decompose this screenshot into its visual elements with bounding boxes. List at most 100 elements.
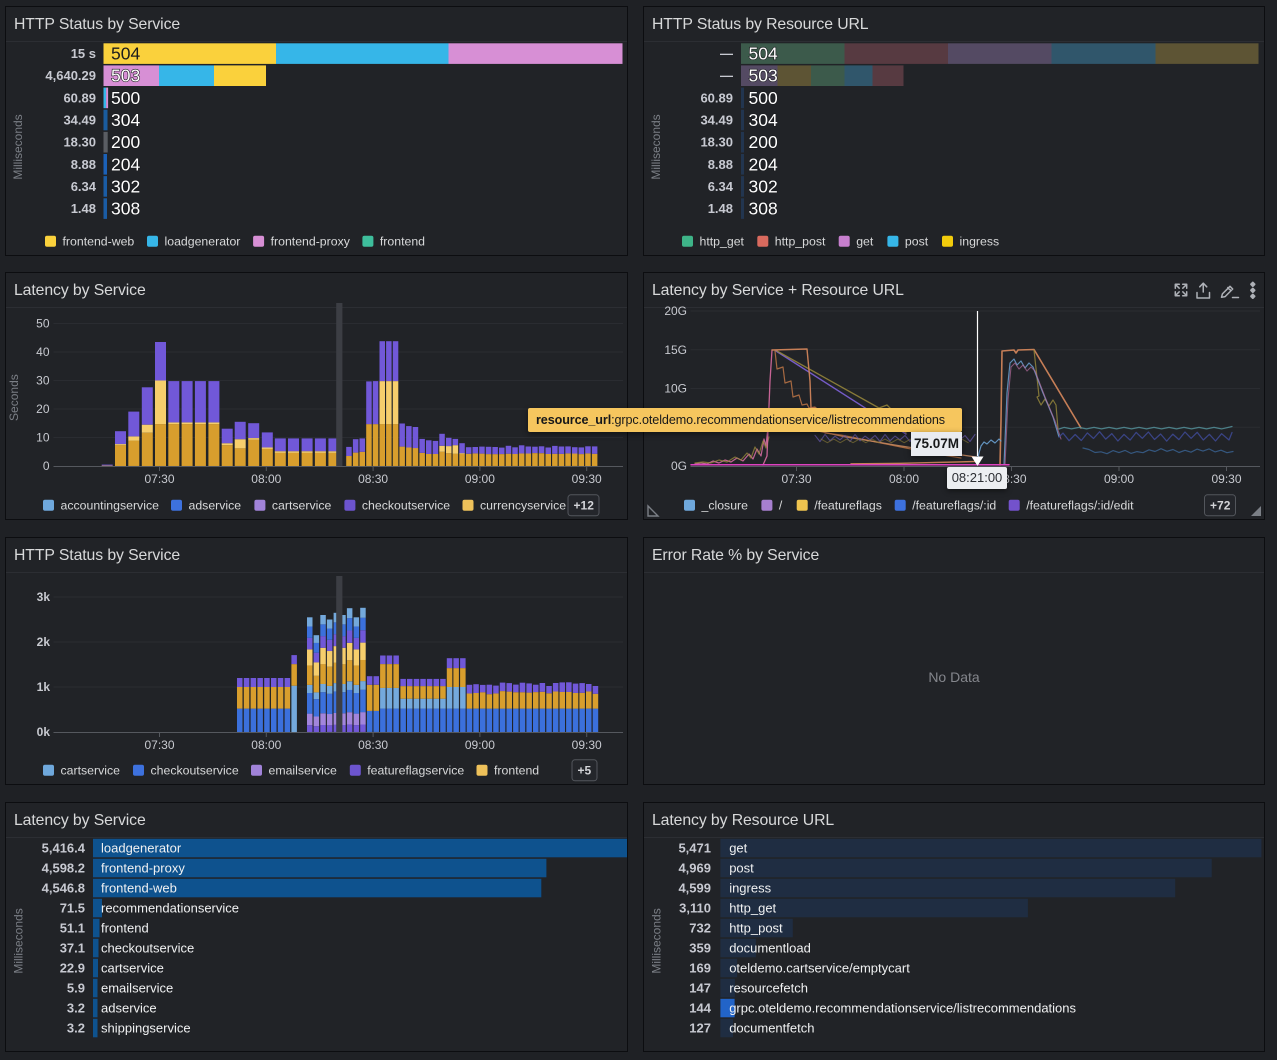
svg-text:50: 50 xyxy=(36,317,50,331)
svg-text:5,416.4: 5,416.4 xyxy=(42,841,86,856)
svg-text:frontend-web: frontend-web xyxy=(101,881,177,896)
svg-text:302: 302 xyxy=(749,176,778,196)
svg-text:10G: 10G xyxy=(664,382,687,396)
svg-text:304: 304 xyxy=(749,110,778,130)
svg-text:504: 504 xyxy=(749,44,778,64)
svg-text:6.34: 6.34 xyxy=(708,179,734,194)
svg-text:2k: 2k xyxy=(37,635,51,649)
svg-text:grpc.oteldemo.recommendationse: grpc.oteldemo.recommendationservice/list… xyxy=(729,1001,1076,1016)
svg-text:/featureflags/:id: /featureflags/:id xyxy=(912,499,996,513)
svg-text:503: 503 xyxy=(111,66,140,86)
svg-text:71.5: 71.5 xyxy=(60,901,85,916)
svg-text:/: / xyxy=(779,499,783,513)
svg-text:resourcefetch: resourcefetch xyxy=(729,981,808,996)
svg-text:308: 308 xyxy=(749,199,778,219)
svg-text:_closure: _closure xyxy=(701,499,749,513)
svg-text:200: 200 xyxy=(111,132,140,152)
svg-text:8.88: 8.88 xyxy=(71,157,96,172)
svg-text:frontend-proxy: frontend-proxy xyxy=(271,234,351,248)
svg-text:204: 204 xyxy=(749,154,778,174)
svg-text:get: get xyxy=(729,841,747,856)
svg-text:6.34: 6.34 xyxy=(71,179,97,194)
svg-text:18.30: 18.30 xyxy=(700,135,733,150)
svg-text:Milliseconds: Milliseconds xyxy=(11,908,25,973)
svg-text:featureflagservice: featureflagservice xyxy=(367,764,464,778)
svg-text:09:00: 09:00 xyxy=(465,738,495,752)
svg-text:checkoutservice: checkoutservice xyxy=(101,941,194,956)
svg-text:frontend: frontend xyxy=(380,234,425,248)
svg-text:07:30: 07:30 xyxy=(144,738,174,752)
svg-text:169: 169 xyxy=(689,961,711,976)
svg-text:—: — xyxy=(720,46,733,61)
svg-text:cartservice: cartservice xyxy=(272,499,332,513)
svg-text:loadgenerator: loadgenerator xyxy=(101,841,182,856)
svg-text:3,110: 3,110 xyxy=(679,901,711,916)
svg-text:08:30: 08:30 xyxy=(358,472,388,486)
svg-text:4,640.29: 4,640.29 xyxy=(45,68,96,83)
svg-text:500: 500 xyxy=(111,88,140,108)
svg-text:302: 302 xyxy=(111,176,140,196)
svg-text:recommendationservice: recommendationservice xyxy=(101,901,239,916)
svg-text:post: post xyxy=(905,234,929,248)
svg-text:frontend-proxy: frontend-proxy xyxy=(101,861,185,876)
svg-text:07:30: 07:30 xyxy=(781,472,811,486)
svg-text:4,598.2: 4,598.2 xyxy=(42,861,85,876)
svg-text:oteldemo.cartservice/emptycart: oteldemo.cartservice/emptycart xyxy=(729,961,910,976)
svg-text:504: 504 xyxy=(111,44,140,64)
svg-text:51.1: 51.1 xyxy=(60,921,85,936)
svg-text:currencyservice: currencyservice xyxy=(480,499,566,513)
svg-text:http_get: http_get xyxy=(700,234,745,248)
svg-text:4,599: 4,599 xyxy=(678,881,711,896)
svg-text:60.89: 60.89 xyxy=(63,90,96,105)
svg-text:15G: 15G xyxy=(664,343,687,357)
svg-text:08:00: 08:00 xyxy=(251,472,281,486)
svg-text:20: 20 xyxy=(36,402,50,416)
svg-text:09:00: 09:00 xyxy=(1104,472,1134,486)
svg-text:147: 147 xyxy=(689,981,711,996)
svg-text:emailservice: emailservice xyxy=(269,764,337,778)
svg-text:adservice: adservice xyxy=(101,1001,157,1016)
svg-text:07:30: 07:30 xyxy=(144,472,174,486)
svg-text:documentfetch: documentfetch xyxy=(729,1021,814,1036)
svg-text:adservice: adservice xyxy=(189,499,242,513)
svg-text:10: 10 xyxy=(36,431,50,445)
svg-text:20G: 20G xyxy=(664,304,687,318)
svg-text:5.9: 5.9 xyxy=(67,981,85,996)
svg-text:Milliseconds: Milliseconds xyxy=(11,114,25,179)
svg-text:0: 0 xyxy=(43,459,50,473)
svg-text:http_get: http_get xyxy=(729,901,776,916)
svg-text:503: 503 xyxy=(749,66,778,86)
svg-text:cartservice: cartservice xyxy=(61,764,121,778)
svg-text:08:00: 08:00 xyxy=(889,472,919,486)
svg-text:+12: +12 xyxy=(574,499,595,513)
svg-text:1k: 1k xyxy=(37,680,51,694)
svg-text:34.49: 34.49 xyxy=(700,113,733,128)
svg-text:ingress: ingress xyxy=(960,234,1000,248)
svg-text:/featureflags: /featureflags xyxy=(814,499,882,513)
svg-text:08:30: 08:30 xyxy=(358,738,388,752)
svg-text:Milliseconds: Milliseconds xyxy=(649,114,663,179)
svg-text:304: 304 xyxy=(111,110,140,130)
svg-text:15 s: 15 s xyxy=(71,46,96,61)
svg-text:09:30: 09:30 xyxy=(572,738,602,752)
svg-text:3k: 3k xyxy=(37,590,51,604)
svg-text:Seconds: Seconds xyxy=(7,374,21,421)
svg-text:1.48: 1.48 xyxy=(71,201,96,216)
svg-text:documentload: documentload xyxy=(729,941,811,956)
svg-text:frontend: frontend xyxy=(494,764,539,778)
svg-text:/featureflags/:id/edit: /featureflags/:id/edit xyxy=(1026,499,1134,513)
svg-text:+5: +5 xyxy=(577,764,591,778)
svg-text:09:00: 09:00 xyxy=(465,472,495,486)
svg-text:checkoutservice: checkoutservice xyxy=(151,764,239,778)
svg-text:09:30: 09:30 xyxy=(572,472,602,486)
svg-text:09:30: 09:30 xyxy=(1211,472,1241,486)
svg-text:359: 359 xyxy=(689,941,711,956)
svg-text:No Data: No Data xyxy=(928,669,980,685)
svg-text:Milliseconds: Milliseconds xyxy=(649,908,663,973)
svg-text:60.89: 60.89 xyxy=(700,90,733,105)
svg-text:http_post: http_post xyxy=(775,234,826,248)
svg-text:22.9: 22.9 xyxy=(60,961,85,976)
svg-text:1.48: 1.48 xyxy=(708,201,733,216)
svg-text:frontend: frontend xyxy=(101,921,149,936)
svg-text:308: 308 xyxy=(111,199,140,219)
